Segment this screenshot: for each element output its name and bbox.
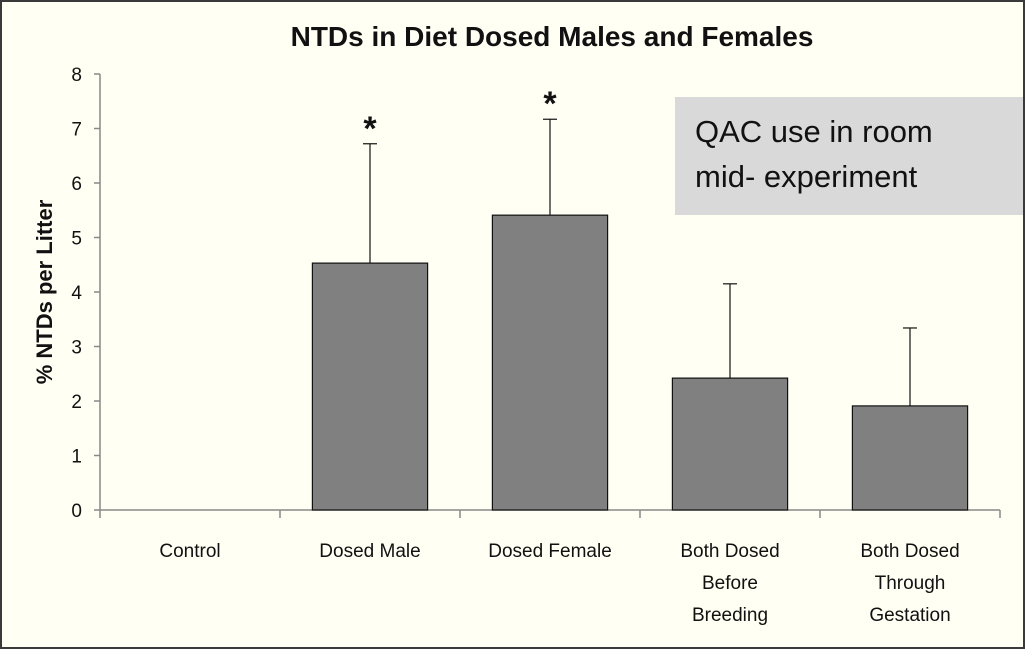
y-tick-label: 2 (71, 392, 82, 413)
annotation-line: mid- experiment (695, 159, 918, 194)
y-tick-label: 5 (71, 229, 82, 250)
y-axis-label: % NTDs per Litter (32, 199, 57, 384)
y-tick-label: 0 (71, 501, 82, 522)
y-tick-label: 1 (71, 447, 82, 468)
x-tick-label: Control (159, 541, 221, 562)
y-tick-label: 4 (71, 283, 82, 304)
significance-marker: * (543, 85, 557, 123)
chart-title: NTDs in Diet Dosed Males and Females (291, 21, 814, 52)
x-tick-label: Both Dosed Through Gestation (860, 541, 960, 626)
y-tick-label: 6 (71, 174, 82, 195)
x-tick-label: Dosed Male (319, 541, 421, 562)
y-tick-label: 3 (71, 338, 82, 359)
annotation-box: QAC use in room mid- experiment (675, 97, 1023, 215)
significance-marker: * (363, 110, 377, 148)
y-tick-label: 7 (71, 120, 82, 141)
bar (851, 405, 969, 511)
annotation-line: QAC use in room (695, 114, 933, 149)
y-tick-label: 8 (71, 65, 82, 86)
bar (311, 262, 429, 511)
bar (671, 377, 789, 511)
x-tick-label: Dosed Female (488, 541, 612, 562)
x-tick-label: Both Dosed Before Breeding (680, 541, 780, 626)
bar (491, 214, 609, 511)
